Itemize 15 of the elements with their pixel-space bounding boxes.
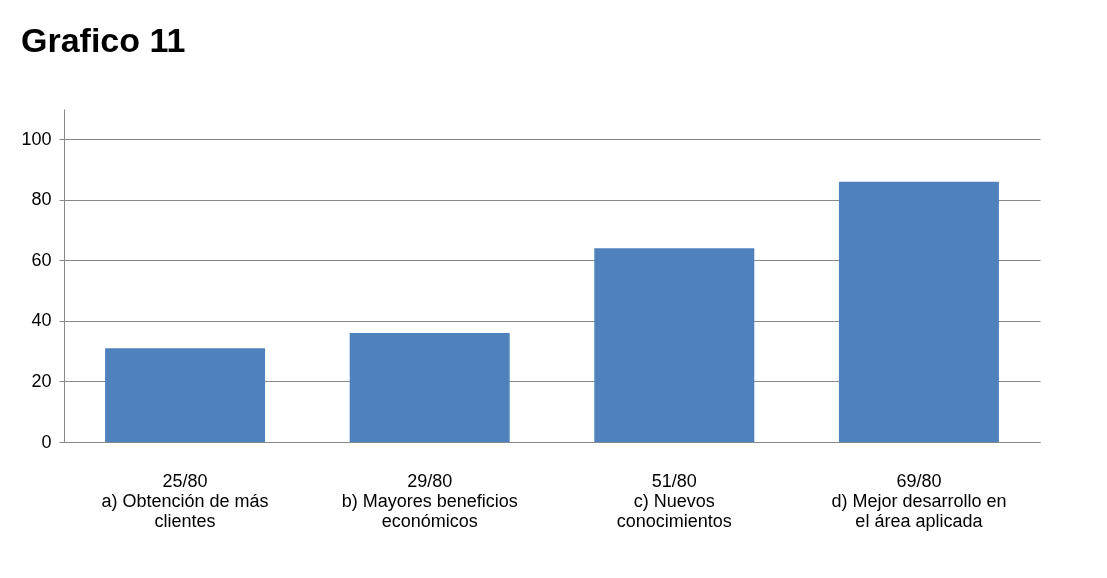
y-tick-label: 60 — [31, 249, 52, 270]
y-tick-label: 40 — [31, 310, 52, 331]
x-tick-label: 69/80 d) Mejor desarrollo en el área aplicada — [831, 470, 1007, 531]
bar — [594, 248, 755, 442]
bar — [105, 348, 266, 442]
y-tick-label: 100 — [21, 128, 52, 149]
x-tick-label: 25/80 a) Obtención de más clientes — [101, 470, 269, 531]
bar — [349, 333, 510, 442]
x-tick-label: 29/80 b) Mayores beneficios económicos — [341, 470, 518, 531]
bar — [838, 181, 999, 442]
y-tick-label: 80 — [31, 189, 52, 210]
chart-title: Grafico 11 — [20, 21, 186, 59]
x-tick-label: 51/80 c) Nuevos conocimientos — [616, 470, 732, 531]
y-tick-label: 20 — [31, 370, 52, 391]
y-tick-label: 0 — [41, 431, 52, 452]
